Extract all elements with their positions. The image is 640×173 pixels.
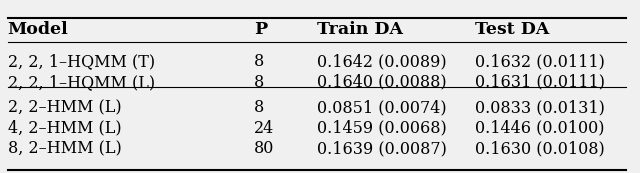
- Text: 8: 8: [254, 74, 264, 91]
- Text: 4, 2–HMM (L): 4, 2–HMM (L): [8, 120, 122, 137]
- Text: 24: 24: [254, 120, 274, 137]
- Text: 8, 2–HMM (L): 8, 2–HMM (L): [8, 140, 122, 157]
- Text: 0.1459 (0.0068): 0.1459 (0.0068): [317, 120, 447, 137]
- Text: 0.1639 (0.0087): 0.1639 (0.0087): [317, 140, 447, 157]
- Text: 2, 2, 1–HQMM (L): 2, 2, 1–HQMM (L): [8, 74, 155, 91]
- Text: 2, 2–HMM (L): 2, 2–HMM (L): [8, 99, 122, 116]
- Text: 80: 80: [254, 140, 275, 157]
- Text: 0.1446 (0.0100): 0.1446 (0.0100): [475, 120, 604, 137]
- Text: 0.1640 (0.0088): 0.1640 (0.0088): [317, 74, 447, 91]
- Text: 0.1632 (0.0111): 0.1632 (0.0111): [475, 53, 605, 70]
- Text: 8: 8: [254, 53, 264, 70]
- Text: 0.1642 (0.0089): 0.1642 (0.0089): [317, 53, 447, 70]
- Text: 8: 8: [254, 99, 264, 116]
- Text: 0.1631 (0.0111): 0.1631 (0.0111): [475, 74, 605, 91]
- Text: Test DA: Test DA: [475, 21, 549, 38]
- Text: 0.0833 (0.0131): 0.0833 (0.0131): [475, 99, 605, 116]
- Text: 2, 2, 1–HQMM (T): 2, 2, 1–HQMM (T): [8, 53, 155, 70]
- Text: P: P: [254, 21, 267, 38]
- Text: 0.0851 (0.0074): 0.0851 (0.0074): [317, 99, 447, 116]
- Text: Model: Model: [8, 21, 68, 38]
- Text: 0.1630 (0.0108): 0.1630 (0.0108): [475, 140, 605, 157]
- Text: Train DA: Train DA: [317, 21, 403, 38]
